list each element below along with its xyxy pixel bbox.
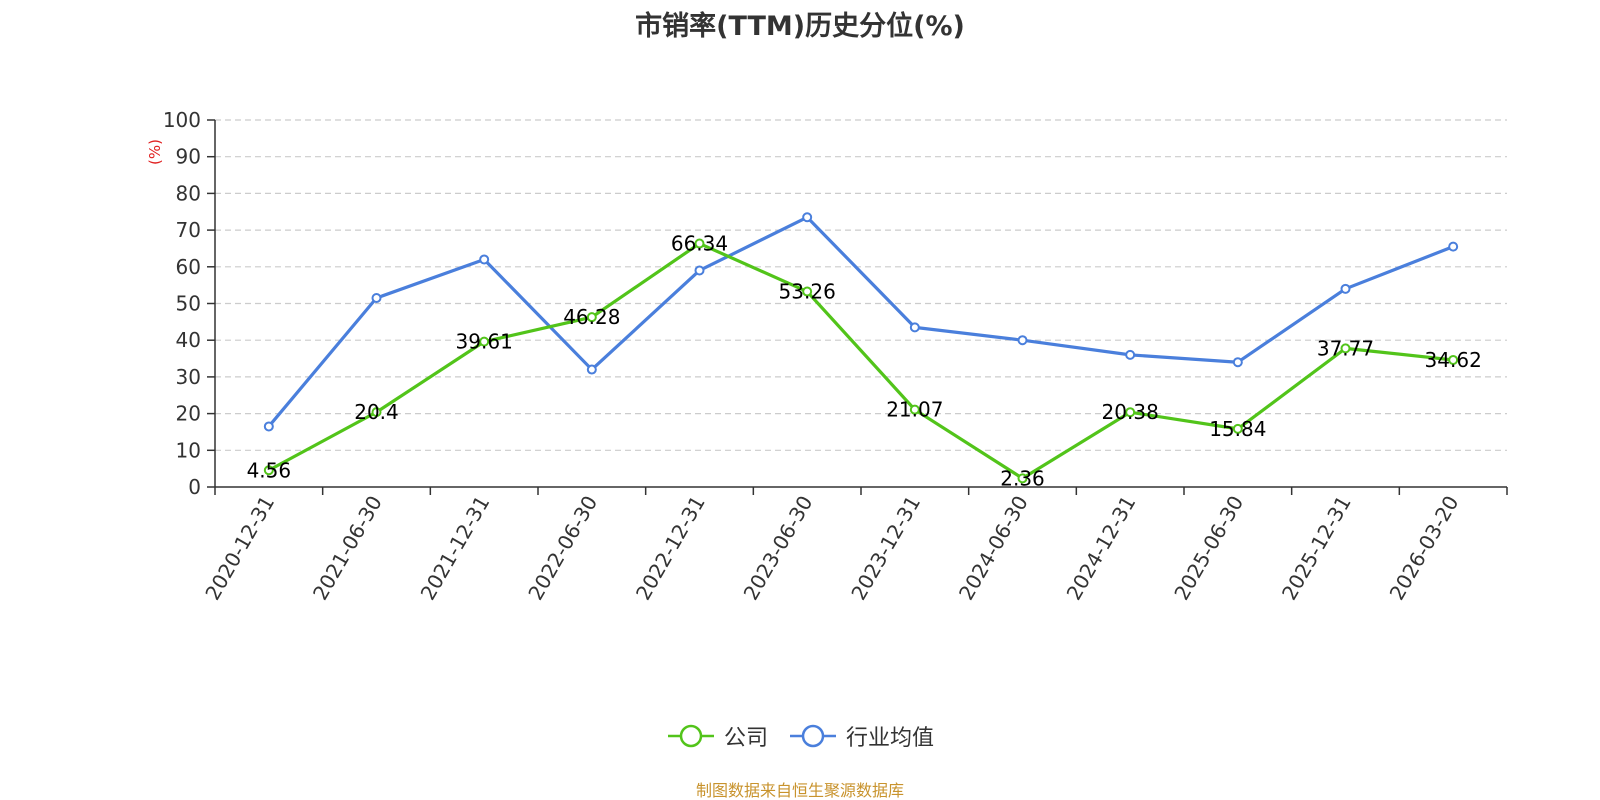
y-tick-label: 50 [176,292,201,316]
data-label: 37.77 [1317,336,1374,360]
data-point [1448,354,1459,365]
x-tick-label: 2026-03-20 [1385,492,1464,605]
data-point [1448,241,1459,252]
x-tick-label: 2024-06-30 [954,492,1033,605]
data-label: 2.36 [1000,466,1045,490]
data-point [1232,357,1243,368]
data-label: 39.61 [456,330,513,354]
data-label: 34.62 [1425,348,1482,372]
y-axis-unit-label: (%) [146,139,164,165]
series-lines [263,212,1459,484]
data-label: 15.84 [1209,417,1266,441]
y-tick-label: 60 [176,255,201,279]
x-tick-label: 2023-06-30 [739,492,818,605]
data-point [802,286,813,297]
source-note: 制图数据来自恒生聚源数据库 [695,781,904,800]
data-point [479,254,490,265]
data-point [1340,343,1351,354]
data-point [1232,423,1243,434]
data-point [586,312,597,323]
y-tick-label: 40 [176,328,201,352]
x-tick-label: 2022-06-30 [523,492,602,605]
data-label: 4.56 [247,458,292,482]
data-point [1125,407,1136,418]
data-point [371,292,382,303]
y-tick-label: 80 [176,181,201,205]
y-tick-label: 20 [176,402,201,426]
legend-symbol-icon [790,724,836,748]
data-point [1017,473,1028,484]
data-point [1017,335,1028,346]
legend-item[interactable]: 公司 [666,720,768,752]
data-label: 46.28 [563,305,620,329]
chart-title: 市销率(TTM)历史分位(%) [635,11,965,42]
axes: 0 10 20 30 40 50 60 70 80 90 100 2020-12-31 2021-06-… [163,108,1508,605]
legend-symbol-icon [667,724,714,748]
data-point [263,421,274,432]
data-label: 21.07 [886,398,943,422]
data-point [263,465,274,476]
x-tick-label: 2021-06-30 [308,492,387,605]
y-tick-label: 90 [176,145,201,169]
y-tick-label: 0 [188,475,201,499]
series-line [267,241,1455,480]
y-tick-label: 10 [176,438,201,462]
series-line [267,215,1455,429]
data-point [694,265,705,276]
x-tick-label: 2025-12-31 [1277,492,1356,605]
data-point [371,407,382,418]
data-point [479,336,490,347]
x-tick-label: 2020-12-31 [200,492,279,605]
line-chart: 0 10 20 30 40 50 60 70 80 90 100 2020-12-31 2021-06-… [146,108,1508,605]
data-point [909,322,920,333]
x-tick-label: 2024-12-31 [1062,492,1141,605]
data-point [909,404,920,415]
data-point [1340,283,1351,294]
data-point [1125,349,1136,360]
x-tick-label: 2022-12-31 [631,492,710,605]
legend-label: 行业均值 [846,726,935,751]
data-point [586,364,597,375]
data-point [694,238,705,249]
data-labels: 4.56 20.4 39.61 46.28 66.34 53.26 21.07 2.36 20.… [247,232,1482,491]
legend-label: 公司 [723,726,768,751]
y-tick-label: 100 [163,108,201,132]
legend-item[interactable]: 行业均值 [788,720,934,752]
legend: 公司 行业均值 [0,720,1600,752]
y-tick-label: 30 [176,365,201,389]
x-tick-label: 2025-06-30 [1169,492,1248,605]
data-label: 53.26 [779,280,836,304]
data-label: 66.34 [671,232,728,256]
x-tick-label: 2023-12-31 [846,491,925,604]
data-label: 20.4 [354,400,399,424]
data-label: 20.38 [1102,400,1159,424]
data-point [802,212,813,223]
x-tick-label: 2021-12-31 [416,491,495,604]
y-tick-label: 70 [176,218,201,242]
